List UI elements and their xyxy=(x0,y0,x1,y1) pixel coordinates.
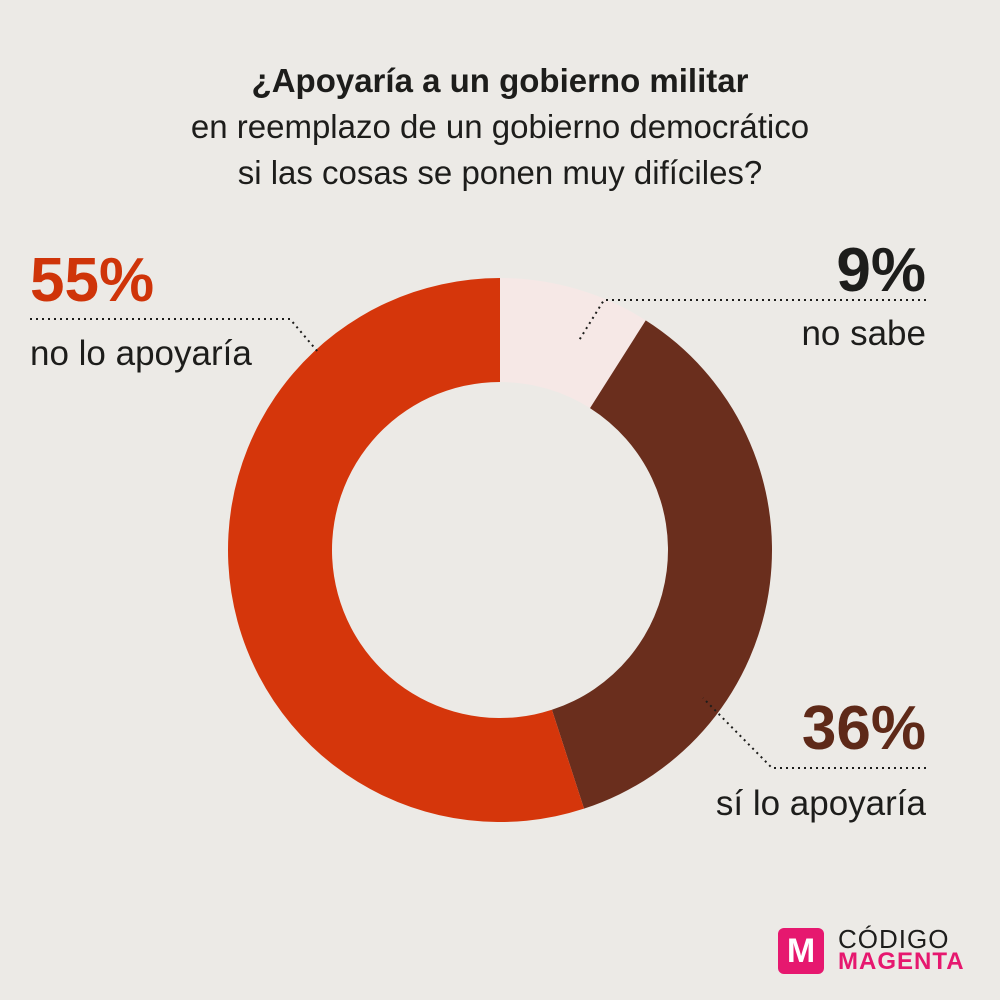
leader-line-no-lo-apoyaria xyxy=(30,318,319,353)
data-label-no-lo-apoyaria: no lo apoyaría xyxy=(30,334,252,373)
leader-line-no-sabe xyxy=(577,299,926,343)
logo-text-bottom: MAGENTA xyxy=(838,948,965,975)
donut-slice-si-lo-apoyaria xyxy=(551,320,773,809)
data-label-si-lo-apoyaria-value: 36% xyxy=(801,694,926,763)
chart-title: ¿Apoyaría a un gobierno militar en reemp… xyxy=(0,58,1000,196)
donut-slices xyxy=(228,278,773,822)
leader-lines xyxy=(30,299,926,769)
data-label-no-sabe: no sabe xyxy=(801,314,926,353)
data-label-si-lo-apoyaria: sí lo apoyaría xyxy=(715,784,926,823)
codigo-magenta-logo: M CÓDIGO MAGENTA xyxy=(778,924,978,976)
title-line-3: si las cosas se ponen muy difíciles? xyxy=(237,154,763,191)
data-label-no-lo-apoyaria-value: 55% xyxy=(30,246,155,315)
title-line-1: ¿Apoyaría a un gobierno militar xyxy=(251,62,749,99)
donut-slice-no-lo-apoyaria xyxy=(228,278,585,822)
logo-text-top: CÓDIGO xyxy=(838,924,950,954)
codigo-magenta-logo-icon: M xyxy=(778,928,824,974)
title-line-2: en reemplazo de un gobierno democrático xyxy=(190,108,810,145)
data-label-no-sabe-value: 9% xyxy=(836,236,926,305)
donut-slice-no-sabe xyxy=(500,278,646,409)
